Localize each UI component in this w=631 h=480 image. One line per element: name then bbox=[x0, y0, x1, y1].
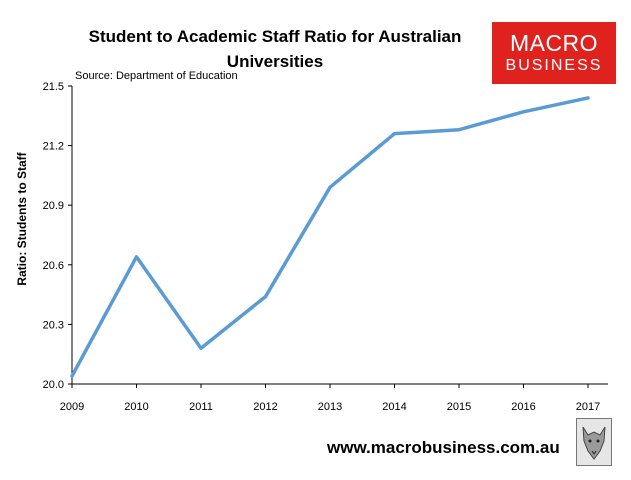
macrobusiness-logo: MACRO BUSINESS bbox=[492, 22, 616, 84]
data-point bbox=[586, 96, 590, 100]
series-line bbox=[70, 96, 590, 378]
x-tick-label: 2012 bbox=[253, 401, 277, 413]
wolf-head-icon bbox=[576, 418, 612, 466]
y-tick-label: 20.3 bbox=[43, 319, 64, 331]
data-point bbox=[135, 255, 138, 259]
y-tick-label: 20.0 bbox=[43, 379, 64, 391]
y-tick-label: 21.2 bbox=[43, 141, 64, 153]
data-point bbox=[522, 110, 525, 114]
x-tick-label: 2015 bbox=[447, 401, 471, 413]
y-tick-label: 20.9 bbox=[43, 200, 64, 212]
chart-title: Student to Academic Staff Ratio for Aust… bbox=[88, 27, 462, 71]
x-tick-label: 2009 bbox=[60, 401, 84, 413]
x-tick-label: 2016 bbox=[511, 401, 535, 413]
logo-line-2: BUSINESS bbox=[505, 57, 603, 74]
data-point bbox=[199, 346, 203, 350]
data-point bbox=[264, 295, 267, 299]
data-point bbox=[393, 132, 396, 136]
x-tick-label: 2010 bbox=[124, 401, 148, 413]
y-tick-label: 21.5 bbox=[43, 81, 64, 93]
footer-url: www.macrobusiness.com.au bbox=[327, 438, 560, 457]
data-point bbox=[457, 128, 461, 132]
logo-line-1: MACRO bbox=[509, 30, 599, 56]
chart-source: Source: Department of Education bbox=[75, 70, 238, 82]
x-tick-label: 2013 bbox=[318, 401, 342, 413]
data-point bbox=[328, 185, 332, 189]
data-point bbox=[70, 374, 74, 378]
x-tick-label: 2014 bbox=[382, 401, 406, 413]
y-tick-label: 20.6 bbox=[43, 260, 64, 272]
x-tick-label: 2017 bbox=[576, 401, 600, 413]
x-tick-label: 2011 bbox=[189, 401, 213, 413]
